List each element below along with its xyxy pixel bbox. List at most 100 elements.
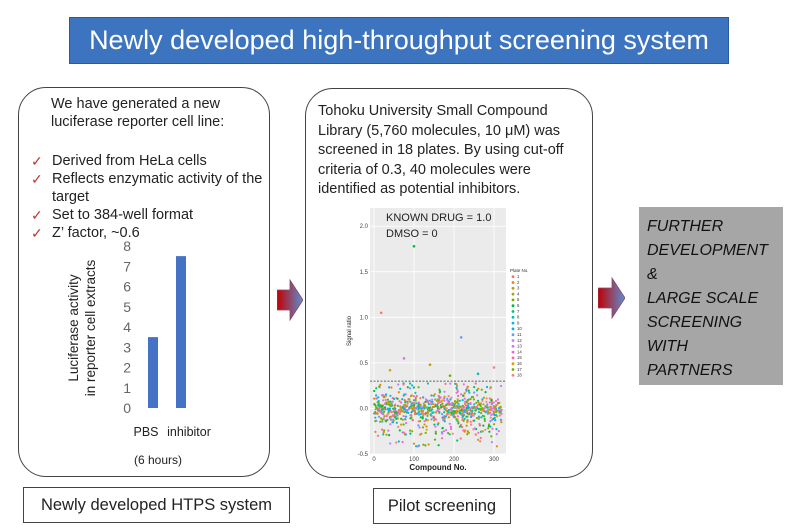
scatter-point <box>380 406 383 409</box>
legend-label: 11 <box>517 332 522 337</box>
scatter-point <box>377 400 380 403</box>
legend-swatch <box>511 333 515 337</box>
scatter-point <box>429 403 433 406</box>
scatter-point <box>386 413 389 416</box>
scatter-point <box>462 419 465 422</box>
bar-chart-y-tick-label: 4 <box>123 319 131 335</box>
scatter-point <box>382 417 385 420</box>
scatter-point <box>426 412 429 415</box>
scatter-point <box>374 412 377 415</box>
legend-label: 17 <box>517 367 522 372</box>
bar-chart-axes: 0 1 2 3 4 5 6 7 8 <box>123 240 131 416</box>
scatter-point <box>444 408 447 412</box>
scatter-point <box>497 430 500 433</box>
scatter-point <box>450 396 453 399</box>
htps-system-label: Newly developed HTPS system <box>23 487 290 523</box>
scatter-point <box>417 413 421 416</box>
scatter-point <box>463 430 466 433</box>
scatter-point <box>450 407 453 410</box>
scatter-point <box>458 409 461 412</box>
scatter-point <box>405 409 408 412</box>
pilot-screening-label: Pilot screening <box>373 488 511 524</box>
scatter-point <box>423 420 426 423</box>
scatter-point <box>456 404 459 407</box>
scatter-point <box>452 405 455 408</box>
scatter-point <box>496 398 500 401</box>
scatter-point <box>487 427 490 430</box>
scatter-point <box>390 386 393 389</box>
scatter-point <box>419 433 422 436</box>
scatter-point <box>412 442 416 445</box>
scatter-point <box>397 440 400 443</box>
pilot-screening-label-text: Pilot screening <box>387 496 497 515</box>
scatter-point <box>391 421 394 424</box>
scatter-point <box>397 383 400 386</box>
scatter-point <box>438 401 441 404</box>
scatter-point <box>430 394 433 397</box>
scatter-point <box>395 417 398 420</box>
scatter-y-tick-label: -0.5 <box>358 452 369 458</box>
scatter-point <box>488 401 491 404</box>
scatter-point <box>473 386 476 389</box>
scatter-point <box>393 404 396 407</box>
scatter-point <box>435 399 439 402</box>
legend-label: 16 <box>517 361 522 366</box>
bar-chart-y-tick-label: 6 <box>123 279 131 295</box>
scatter-point <box>454 382 457 385</box>
scatter-point <box>378 385 381 388</box>
scatter-point <box>487 409 490 412</box>
scatter-point <box>435 418 438 421</box>
scatter-point <box>485 400 488 403</box>
scatter-point <box>475 417 479 420</box>
scatter-point <box>464 404 467 407</box>
scatter-point <box>494 405 497 408</box>
scatter-point <box>423 423 426 426</box>
scatter-point <box>402 382 405 385</box>
scatter-point <box>405 411 408 414</box>
scatter-point <box>377 415 381 418</box>
scatter-point <box>389 410 392 413</box>
scatter-point <box>422 396 425 399</box>
scatter-point <box>407 407 410 411</box>
bar-chart-bars: PBS inhibitor <box>133 256 211 439</box>
scatter-point <box>410 403 413 406</box>
scatter-point <box>441 426 444 430</box>
scatter-point <box>419 397 422 400</box>
scatter-point <box>401 431 404 434</box>
scatter-point <box>434 398 437 401</box>
scatter-point <box>469 402 472 405</box>
scatter-point-hit <box>379 311 383 315</box>
scatter-point <box>465 409 468 412</box>
scatter-point <box>380 404 384 407</box>
scatter-point <box>486 406 490 409</box>
scatter-x-tick-label: 300 <box>489 457 500 463</box>
scatter-point <box>421 417 424 420</box>
scatter-point <box>379 383 382 386</box>
scatter-point <box>498 401 501 404</box>
scatter-point <box>425 428 428 431</box>
scatter-point <box>443 399 446 402</box>
scatter-point <box>431 405 434 409</box>
scatter-point <box>382 399 385 402</box>
scatter-point <box>414 396 417 399</box>
scatter-point <box>448 433 451 436</box>
scatter-point <box>414 411 417 414</box>
scatter-point <box>446 409 449 413</box>
scatter-point <box>490 399 493 402</box>
scatter-point <box>431 400 434 403</box>
scatter-point <box>404 403 407 406</box>
scatter-point-hit <box>412 244 416 248</box>
legend-label: 10 <box>517 326 522 331</box>
scatter-point-hit <box>428 363 432 367</box>
scatter-point <box>438 410 441 414</box>
scatter-point <box>426 382 429 385</box>
scatter-point <box>434 430 437 433</box>
scatter-point <box>408 387 412 390</box>
scatter-point <box>397 425 400 428</box>
scatter-point <box>373 389 376 393</box>
scatter-point <box>438 407 441 410</box>
bar-chart-y-tick-label: 0 <box>123 400 131 416</box>
scatter-point <box>450 427 453 431</box>
scatter-point <box>471 409 474 412</box>
